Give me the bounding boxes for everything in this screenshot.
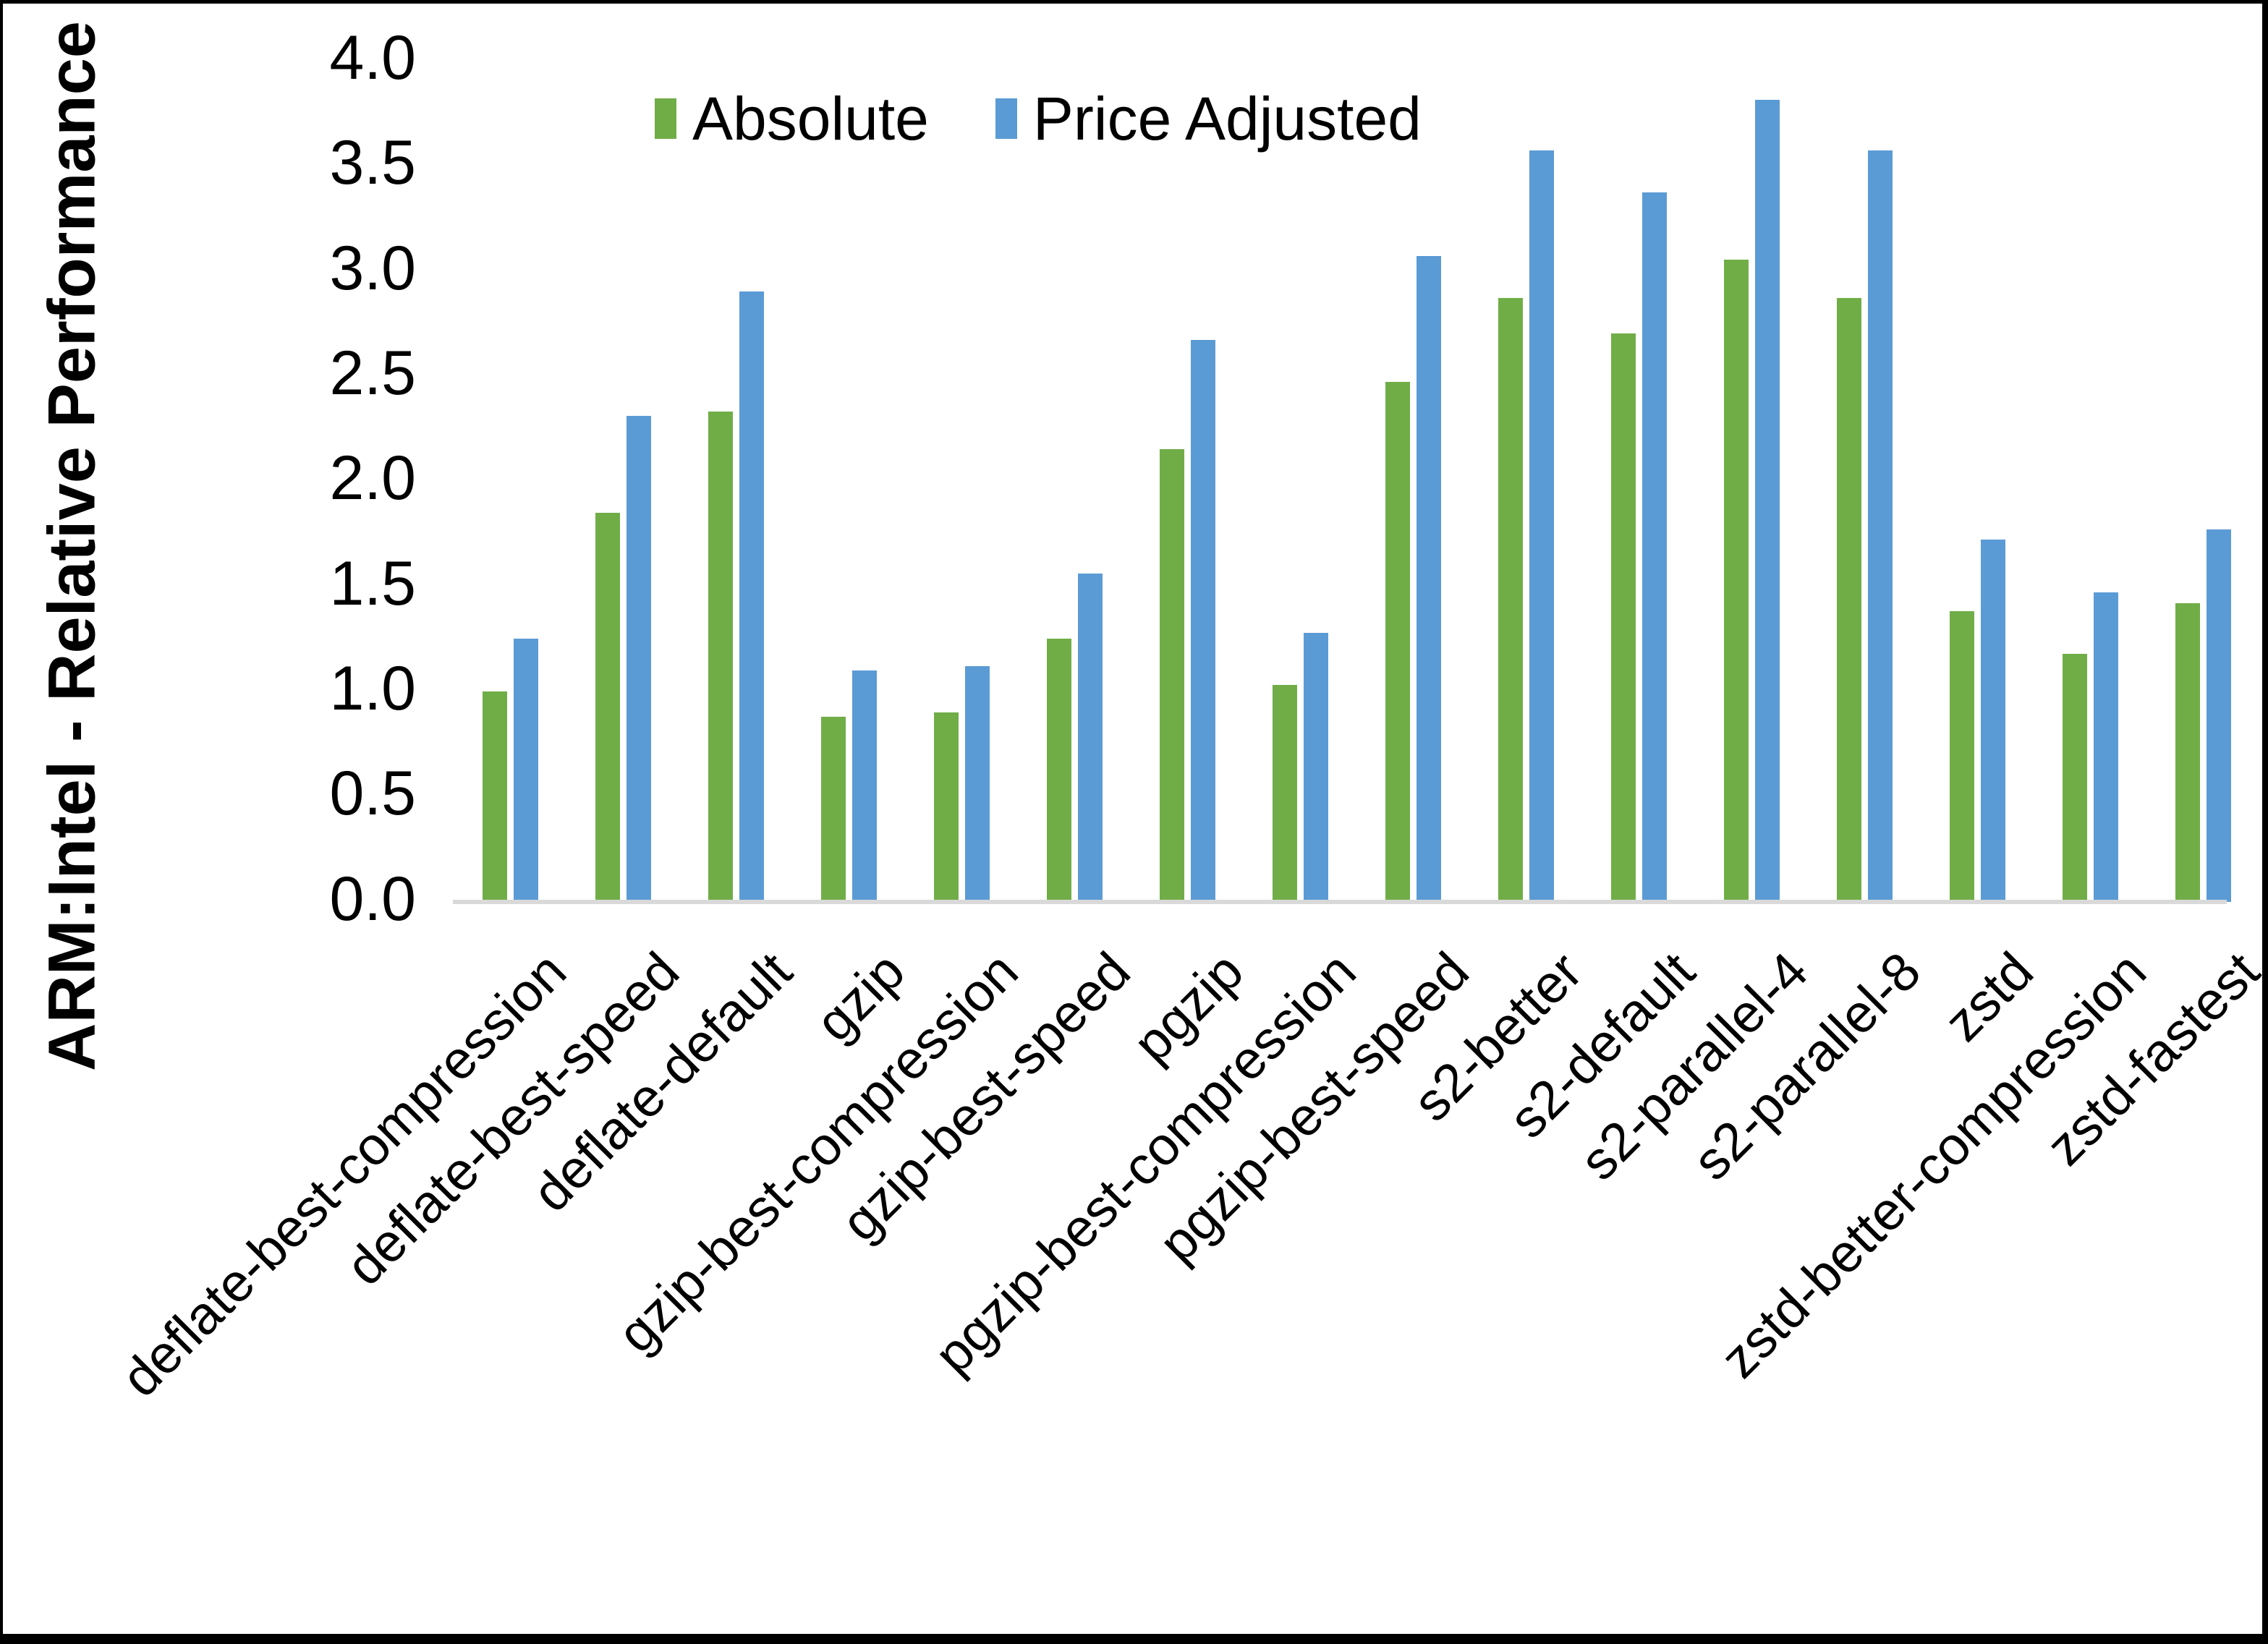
frame-border-bottom [0,1634,2268,1644]
bar-absolute [2175,602,2200,902]
y-axis-tick-label: 4.0 [329,23,416,93]
frame-border-left [0,0,3,1644]
y-axis-tick-label: 1.5 [329,548,416,618]
y-axis-tick-label: 1.0 [329,653,416,723]
bar-price-adjusted [1417,255,1441,902]
bar-price-adjusted [2207,529,2231,902]
bar-price-adjusted [1868,150,1893,902]
bar-absolute [1611,333,1636,902]
bar-price-adjusted [852,670,877,902]
bar-price-adjusted [1078,574,1103,902]
legend-label-price-adjusted: Price Adjusted [1032,85,1422,153]
legend-swatch-price-adjusted [995,98,1017,139]
bar-absolute [934,712,959,902]
legend: Absolute Price Adjusted [655,85,1422,152]
bar-absolute [1837,297,1861,902]
x-axis-label: deflate-best-compression [110,940,578,1408]
bar-absolute [1047,639,1071,902]
y-axis-tick-label: 0.5 [329,759,416,829]
bar-price-adjusted [1529,150,1554,902]
bar-price-adjusted [1755,100,1780,902]
y-axis-tick-label: 3.5 [329,128,416,198]
bar-price-adjusted [739,291,764,902]
bar-price-adjusted [1981,540,2005,902]
y-axis-tick-label: 3.0 [329,233,416,303]
bar-absolute [821,716,846,902]
bar-absolute [708,411,733,902]
bar-absolute [483,691,507,902]
bar-absolute [1498,297,1523,902]
y-axis-tick-label: 2.5 [329,338,416,408]
bar-price-adjusted [1304,632,1328,902]
frame-border-top [0,0,2268,4]
x-axis-line [453,900,2227,904]
bar-absolute [1160,449,1184,902]
bar-price-adjusted [1642,192,1667,902]
bar-absolute [1724,260,1749,902]
bar-absolute [2063,653,2087,902]
bar-absolute [1950,611,1974,902]
legend-label-absolute: Absolute [692,85,929,153]
bar-absolute [595,512,620,902]
y-axis-title: ARM:Intel - Relative Performance [35,21,109,1071]
bar-price-adjusted [965,666,990,902]
y-axis-tick-label: 2.0 [329,443,416,514]
bar-absolute [1385,382,1410,902]
bar-absolute [1273,685,1297,902]
frame-border-right [2262,0,2268,1644]
bar-price-adjusted [2094,592,2118,902]
y-axis-tick-label: 0.0 [329,864,416,934]
bar-price-adjusted [627,415,651,902]
bar-price-adjusted [1191,340,1215,902]
bar-price-adjusted [514,639,538,902]
legend-swatch-absolute [655,98,676,139]
